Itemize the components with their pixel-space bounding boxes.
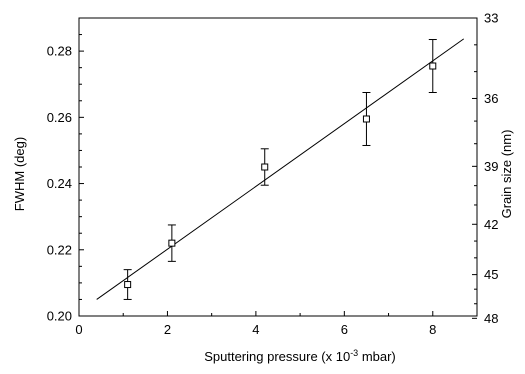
data-point xyxy=(261,163,269,171)
data-point xyxy=(362,115,370,123)
y-axis-title: FWHM (deg) xyxy=(12,137,27,211)
x-axis-title-unit: mbar) xyxy=(358,349,396,364)
plot-frame xyxy=(78,17,478,317)
y-tick-label: 0.24 xyxy=(47,176,72,191)
y2-tick-label: 45 xyxy=(484,267,498,282)
y-tick-label: 0.28 xyxy=(47,44,72,59)
x-tick-label: 8 xyxy=(429,322,436,337)
x-axis-title-exponent: -3 xyxy=(350,348,358,358)
fit-line xyxy=(96,38,465,300)
y2-axis-title: Grain size (nm) xyxy=(499,130,514,219)
x-tick-label: 0 xyxy=(75,322,82,337)
y2-tick-label: 36 xyxy=(484,91,498,106)
x-tick-label: 4 xyxy=(252,322,259,337)
y-tick-label: 0.26 xyxy=(47,110,72,125)
y2-tick-label: 39 xyxy=(484,159,498,174)
y2-tick-label: 42 xyxy=(484,217,498,232)
data-point xyxy=(168,239,176,247)
x-axis-title: Sputtering pressure (x 10-3 mbar) xyxy=(204,348,396,364)
y-tick-label: 0.22 xyxy=(47,242,72,257)
data-point xyxy=(124,281,132,289)
x-tick-label: 6 xyxy=(341,322,348,337)
y2-tick-label: 33 xyxy=(484,11,498,26)
y2-tick-label: 48 xyxy=(484,311,498,326)
x-tick-label: 2 xyxy=(164,322,171,337)
y-tick-label: 0.20 xyxy=(47,309,72,324)
data-point xyxy=(429,62,437,70)
x-axis-title-main: Sputtering pressure (x 10 xyxy=(204,349,350,364)
